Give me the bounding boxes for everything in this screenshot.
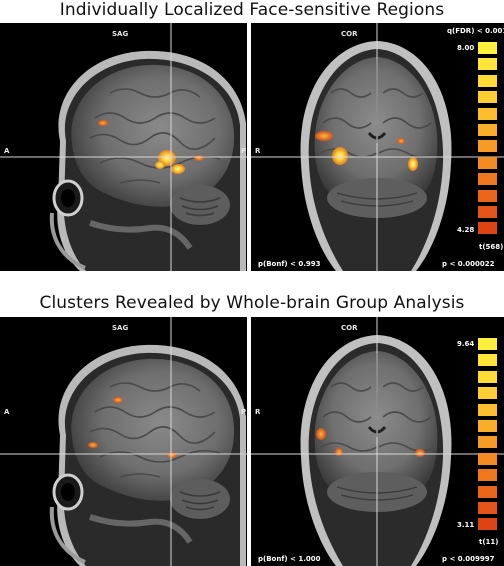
sag-view-label: SAG	[112, 30, 129, 38]
scale-swatch	[478, 370, 497, 383]
p-value-label-2: p < 0.009997	[442, 555, 495, 563]
cor-view-label-2: COR	[341, 324, 358, 332]
posterior-label: P	[241, 147, 247, 155]
scale-min-label: 4.28	[457, 226, 475, 234]
right-label-2: R	[255, 408, 261, 416]
anterior-label-2: A	[4, 408, 10, 416]
sag-view-label-2: SAG	[112, 324, 129, 332]
cor-view-label: COR	[341, 30, 358, 38]
sagittal-brain-image	[0, 23, 247, 271]
color-scale-bar	[478, 42, 497, 238]
scale-swatch	[478, 518, 497, 531]
scale-swatch	[478, 354, 497, 367]
scale-swatch	[478, 107, 497, 120]
right-label: R	[255, 147, 261, 155]
coronal-view-panel-1[interactable]: COR R q(FDR) < 0.001 8.00 4.28 t(568) p(…	[251, 23, 504, 271]
p-bonferroni-label: p(Bonf) < 0.993	[258, 260, 321, 268]
scale-swatch	[478, 222, 497, 235]
scale-swatch	[478, 469, 497, 482]
stat-df-label-2: t(11)	[479, 538, 499, 546]
stat-df-label: t(568)	[479, 243, 504, 251]
scale-swatch	[478, 387, 497, 400]
scale-swatch	[478, 58, 497, 71]
scale-swatch	[478, 206, 497, 218]
scale-min-label-2: 3.11	[457, 521, 475, 529]
scale-swatch	[478, 74, 497, 87]
scale-swatch	[478, 189, 497, 202]
posterior-label-2: P	[241, 408, 247, 416]
section-1-title: Individually Localized Face-sensitive Re…	[59, 0, 445, 20]
coronal-brain-image-2	[251, 317, 504, 566]
scale-swatch	[478, 140, 497, 153]
sagittal-view-panel-2[interactable]: SAG A P	[0, 317, 247, 566]
scale-swatch	[478, 173, 497, 186]
fdr-threshold-label: q(FDR) < 0.001	[447, 27, 504, 35]
anterior-label: A	[4, 147, 10, 155]
p-value-label: p < 0.000022	[442, 260, 495, 268]
p-bonferroni-label-2: p(Bonf) < 1.000	[258, 555, 321, 563]
scale-swatch	[478, 452, 497, 465]
scale-swatch	[478, 42, 497, 54]
scale-swatch	[478, 403, 497, 416]
scale-swatch	[478, 156, 497, 169]
scale-swatch	[478, 502, 497, 514]
coronal-view-panel-2[interactable]: COR R 9.64 3.11 t(11) p(Bonf) < 1.000 p …	[251, 317, 504, 566]
scale-swatch	[478, 124, 497, 136]
scale-max-label: 8.00	[457, 44, 475, 52]
scale-swatch	[478, 338, 497, 350]
scale-swatch	[478, 420, 497, 432]
scale-swatch	[478, 91, 497, 104]
scale-swatch	[478, 436, 497, 449]
sagittal-view-panel-1[interactable]: SAG A P	[0, 23, 247, 271]
section-2-title: Clusters Revealed by Whole-brain Group A…	[39, 293, 465, 313]
sagittal-brain-image-2	[0, 317, 247, 566]
coronal-brain-image	[251, 23, 504, 271]
scale-max-label-2: 9.64	[457, 340, 475, 348]
scale-swatch	[478, 485, 497, 498]
color-scale-bar-2	[478, 338, 497, 534]
